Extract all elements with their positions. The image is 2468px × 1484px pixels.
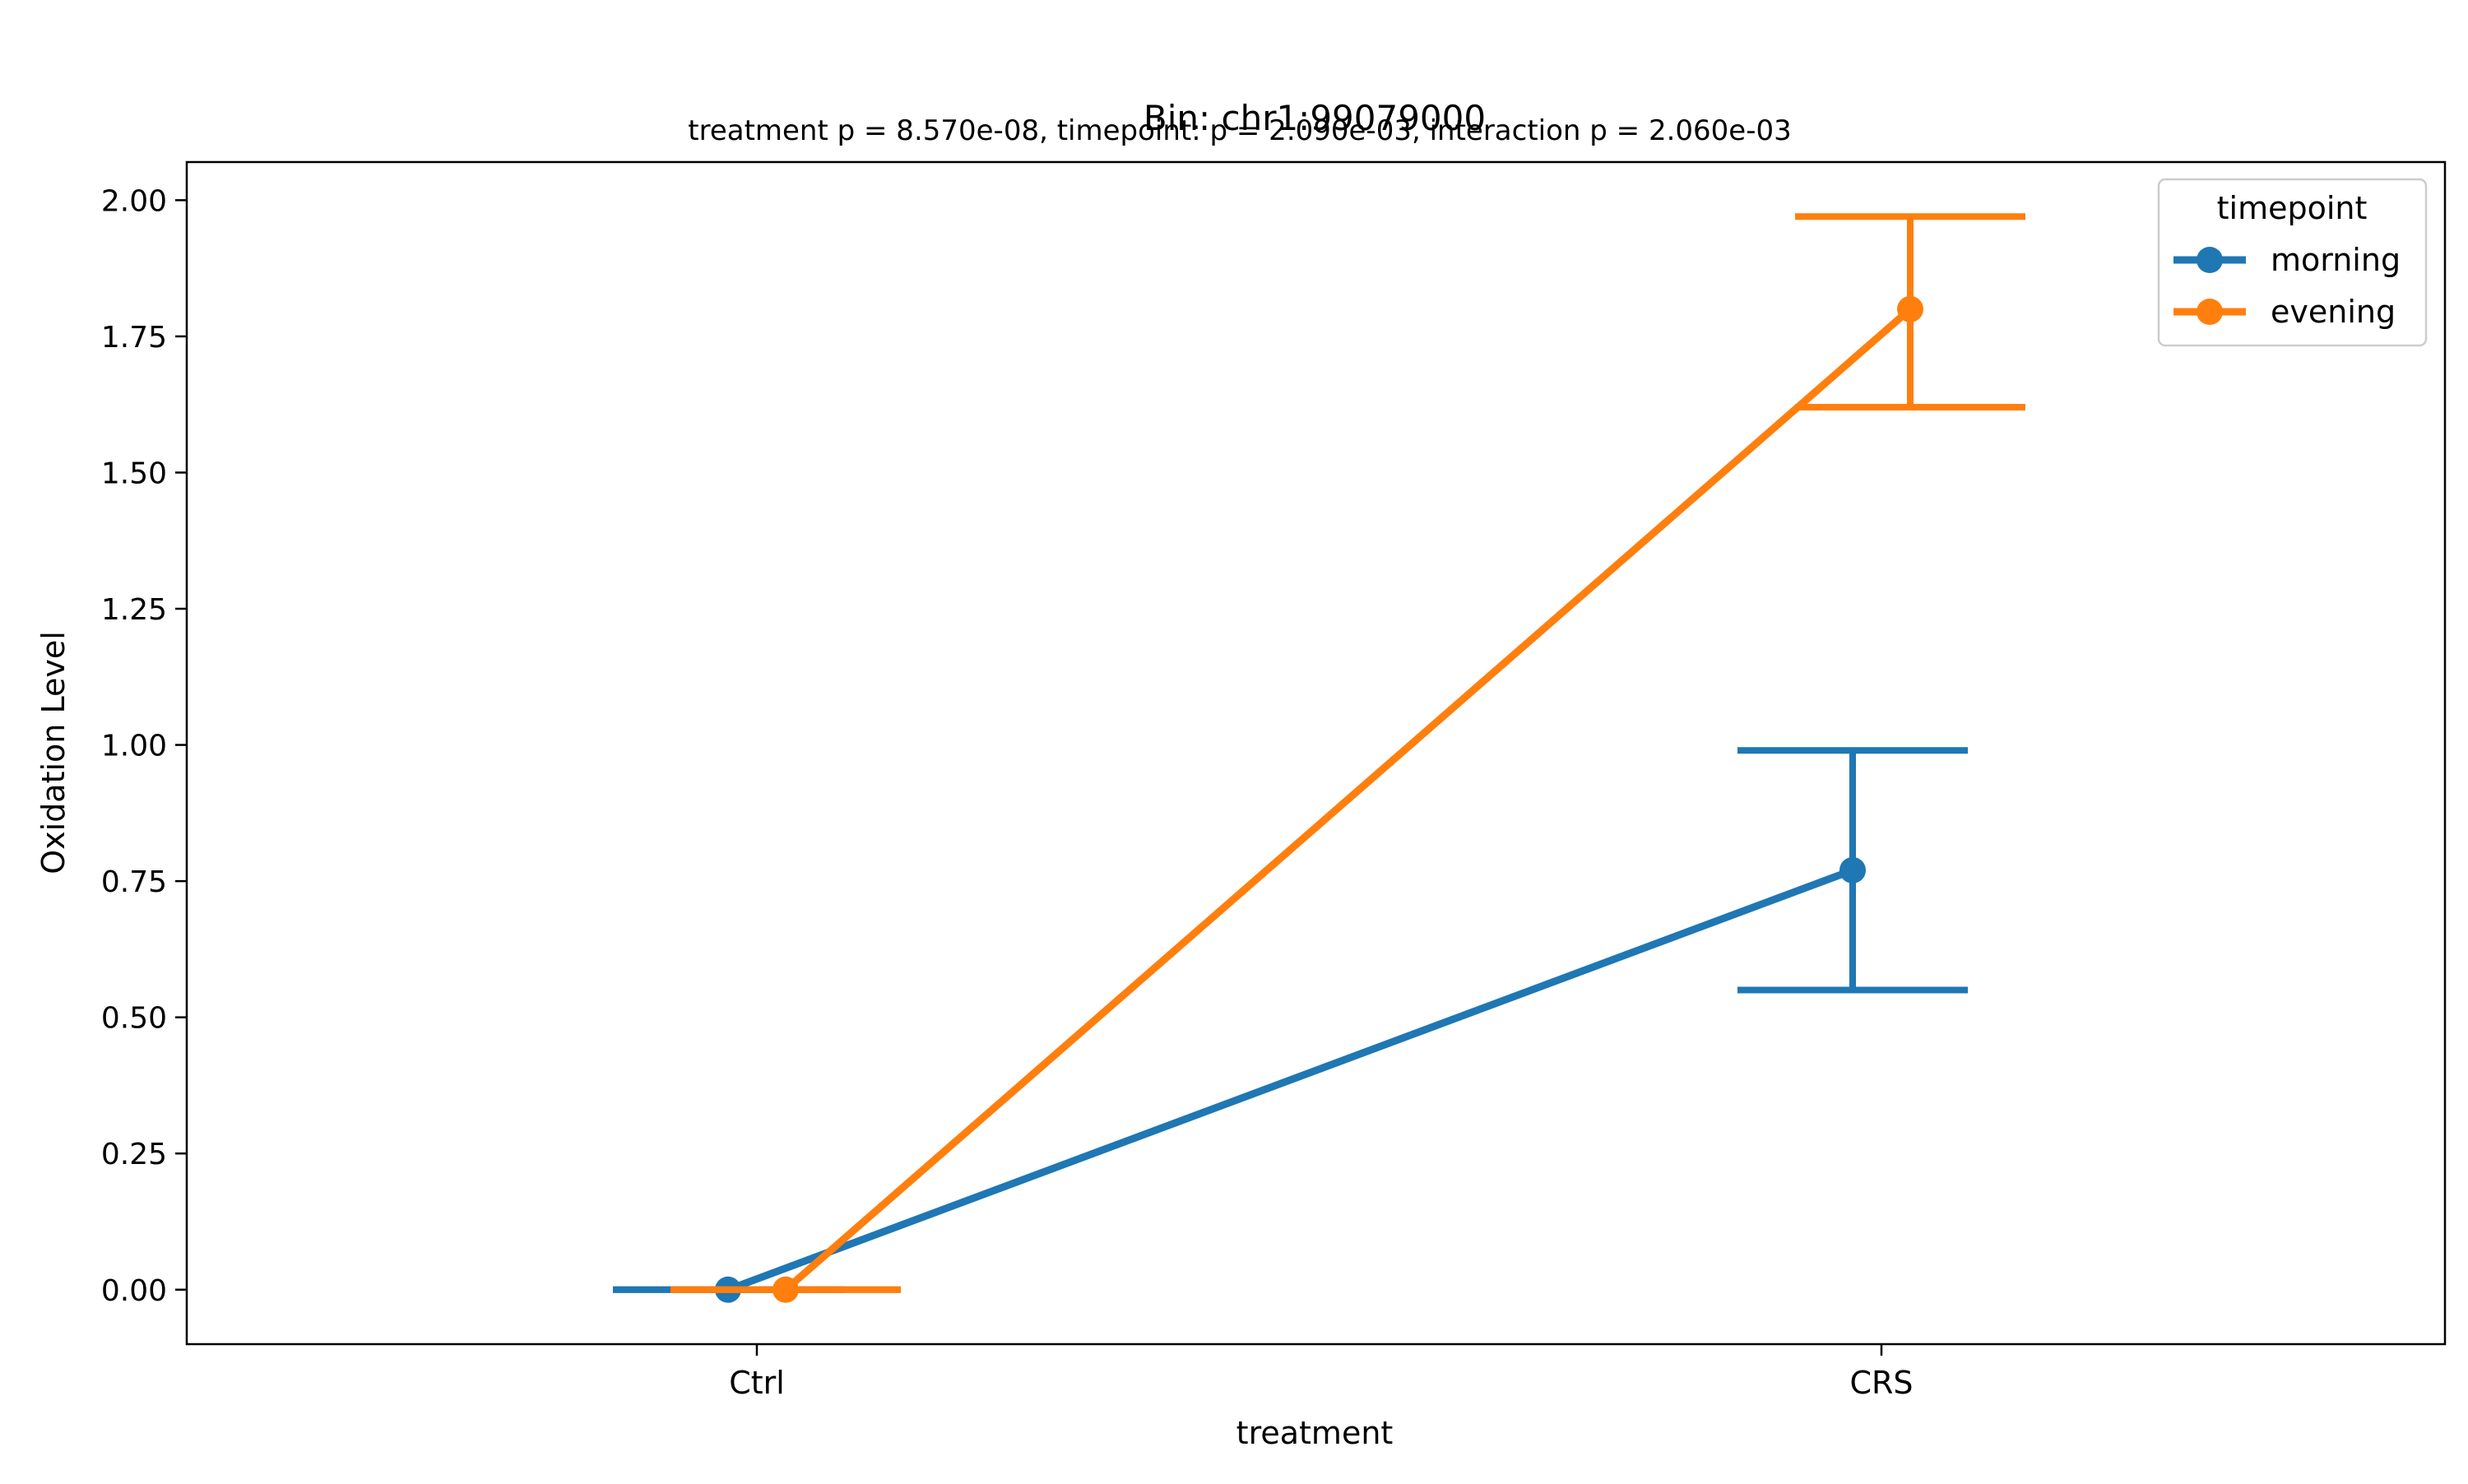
legend-marker-swatch xyxy=(2197,299,2223,325)
data-point xyxy=(772,1276,799,1303)
data-point xyxy=(1839,856,1866,883)
plot-layer xyxy=(613,213,2025,1303)
y-tick-label: 1.50 xyxy=(101,457,167,490)
legend-entry-evening: evening xyxy=(2173,294,2396,330)
series-line xyxy=(783,306,1913,1293)
legend: timepoint morning evening xyxy=(2157,178,2428,347)
x-tick-label: CRS xyxy=(1849,1365,1913,1401)
legend-label: morning xyxy=(2271,242,2401,278)
x-tick-label: Ctrl xyxy=(729,1365,785,1401)
plot-area-frame xyxy=(185,160,2447,1346)
y-axis: 0.00 0.25 0.50 0.75 1.00 1.25 1.50 1.75 2.00 xyxy=(101,184,187,1308)
y-tick-label: 1.25 xyxy=(101,593,167,627)
y-tick-label: 0.00 xyxy=(101,1274,167,1308)
series-line xyxy=(726,866,1854,1293)
chart-title: Bin: chr1:99079000 xyxy=(1144,98,1486,138)
series-morning xyxy=(613,747,1968,1303)
legend-label: evening xyxy=(2271,294,2396,330)
legend-title: timepoint xyxy=(2217,190,2368,226)
x-axis: Ctrl CRS xyxy=(729,1344,1914,1401)
chart-subtitle: treatment p = 8.570e-08, timepoint: p = … xyxy=(688,114,1792,147)
y-axis-label: Oxidation Level xyxy=(35,631,72,874)
legend-frame xyxy=(2157,178,2428,347)
y-tick-label: 1.75 xyxy=(101,321,167,355)
y-tick-label: 0.25 xyxy=(101,1138,167,1171)
y-tick-label: 0.50 xyxy=(101,1002,167,1036)
y-tick-label: 2.00 xyxy=(101,184,167,218)
y-tick-label: 0.75 xyxy=(101,865,167,899)
legend-entries: morning evening xyxy=(2173,242,2401,330)
x-axis-label: treatment xyxy=(1236,1415,1394,1451)
y-tick-label: 1.00 xyxy=(101,730,167,763)
data-point xyxy=(1897,295,1923,322)
legend-marker-swatch xyxy=(2197,247,2223,273)
legend-entry-morning: morning xyxy=(2173,242,2401,278)
series-evening xyxy=(670,213,2025,1303)
